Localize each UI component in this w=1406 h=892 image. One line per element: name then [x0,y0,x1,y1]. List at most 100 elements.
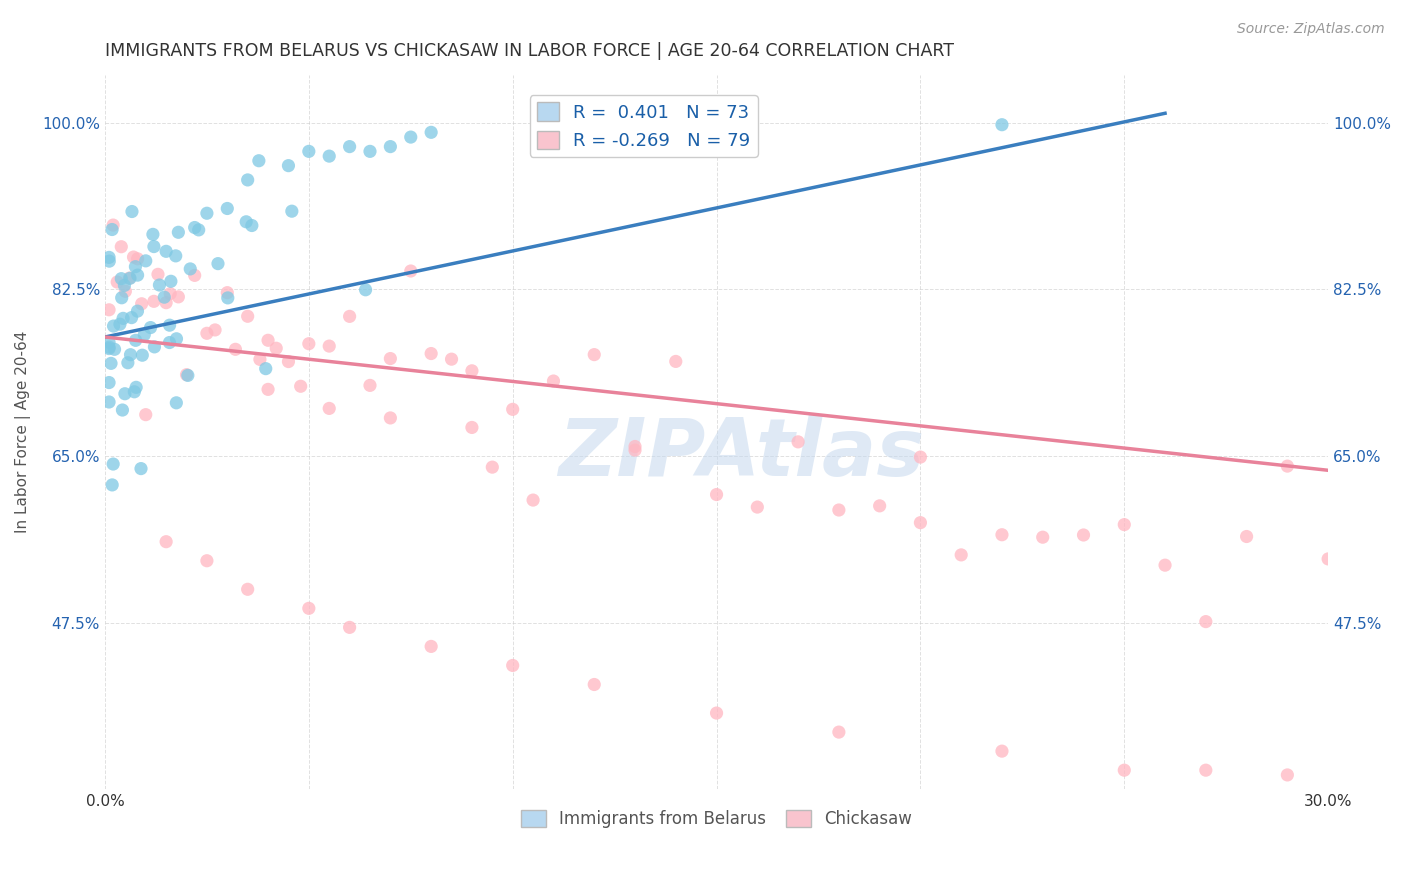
Point [1236,529,1258,543]
Point [183,268,205,283]
Point [98,342,121,356]
Point [624,443,647,458]
Point [159,318,181,333]
Point [183,220,205,235]
Point [146,268,169,282]
Point [101,222,124,236]
Point [339,620,361,634]
Point [134,327,156,342]
Point [98,395,121,409]
Point [1032,530,1054,544]
Point [298,145,321,159]
Point [522,493,544,508]
Point [1114,763,1136,777]
Point [1317,552,1340,566]
Point [135,253,157,268]
Point [290,379,312,393]
Point [583,677,606,691]
Point [165,249,187,263]
Point [359,145,381,159]
Point [910,450,932,464]
Point [787,434,810,449]
Point [318,339,340,353]
Point [440,352,463,367]
Point [1277,768,1299,782]
Point [98,340,121,354]
Point [380,351,402,366]
Point [828,725,851,739]
Point [420,640,443,654]
Point [142,227,165,242]
Text: Source: ZipAtlas.com: Source: ZipAtlas.com [1237,22,1385,37]
Point [950,548,973,562]
Point [461,420,484,434]
Point [98,251,121,265]
Point [177,368,200,383]
Point [257,333,280,347]
Point [217,285,239,300]
Point [101,457,124,471]
Point [380,411,402,425]
Point [481,460,503,475]
Point [236,173,259,187]
Point [706,487,728,501]
Point [124,334,146,348]
Point [420,125,443,139]
Point [117,356,139,370]
Point [142,294,165,309]
Point [165,396,187,410]
Point [148,278,170,293]
Point [127,268,149,282]
Point [359,378,381,392]
Point [114,285,136,299]
Point [1195,763,1218,777]
Point [120,348,142,362]
Point [179,261,201,276]
Point [112,278,135,293]
Point [103,343,125,357]
Point [204,323,226,337]
Point [110,271,132,285]
Point [420,346,443,360]
Point [217,291,239,305]
Point [828,503,851,517]
Point [991,118,1014,132]
Point [118,271,141,285]
Point [129,461,152,475]
Point [706,706,728,720]
Point [143,340,166,354]
Text: IMMIGRANTS FROM BELARUS VS CHICKASAW IN LABOR FORCE | AGE 20-64 CORRELATION CHAR: IMMIGRANTS FROM BELARUS VS CHICKASAW IN … [105,42,955,60]
Legend: Immigrants from Belarus, Chickasaw: Immigrants from Belarus, Chickasaw [515,803,920,834]
Point [122,250,145,264]
Point [249,352,271,367]
Point [153,290,176,304]
Point [155,244,177,259]
Point [135,408,157,422]
Point [1073,528,1095,542]
Point [583,348,606,362]
Point [195,326,218,341]
Point [98,254,121,268]
Point [399,264,422,278]
Point [121,310,143,325]
Point [112,311,135,326]
Point [207,257,229,271]
Point [159,335,181,350]
Point [399,130,422,145]
Point [502,402,524,417]
Point [281,204,304,219]
Y-axis label: In Labor Force | Age 20-64: In Labor Force | Age 20-64 [15,331,31,533]
Point [110,240,132,254]
Point [98,302,121,317]
Point [118,271,141,285]
Point [318,401,340,416]
Point [127,304,149,318]
Point [101,218,124,232]
Point [236,310,259,324]
Point [235,215,257,229]
Point [543,374,565,388]
Point [240,219,263,233]
Point [167,225,190,239]
Point [187,223,209,237]
Point [665,354,688,368]
